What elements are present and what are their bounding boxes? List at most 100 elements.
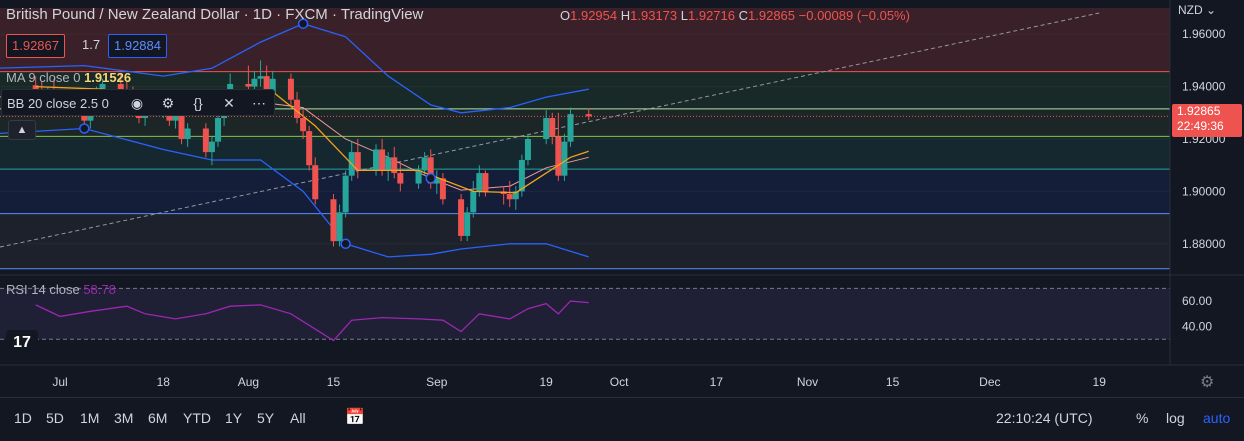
range-button-all[interactable]: All [290, 410, 306, 426]
symbol-title[interactable]: British Pound / New Zealand Dollar · 1D … [6, 6, 424, 23]
time-tick-label: Nov [797, 375, 818, 389]
candle-body [354, 152, 361, 171]
candle [287, 73, 294, 108]
candle-body [543, 118, 550, 139]
candle-body [257, 76, 264, 79]
range-button-1m[interactable]: 1M [80, 410, 100, 426]
ohlc-low-label: L [680, 8, 688, 23]
candle [549, 112, 556, 145]
time-tick-label: 15 [327, 375, 341, 389]
candle [294, 91, 301, 124]
candle-body [585, 114, 592, 117]
candle [208, 136, 215, 166]
candle-body [415, 170, 422, 184]
candle [518, 154, 525, 197]
chevron-up-icon: ▲ [16, 124, 28, 136]
candle-body [251, 78, 258, 87]
currency-selector[interactable]: NZD ⌄ [1178, 3, 1216, 17]
rsi-legend-value: 58.78 [83, 282, 116, 297]
time-tick-label: Oct [610, 375, 629, 389]
candle-body [421, 157, 428, 171]
spread-value: 1.7 [82, 37, 101, 52]
range-button-ytd[interactable]: YTD [183, 410, 211, 426]
auto-toggle[interactable]: auto [1203, 410, 1231, 426]
candle [354, 139, 361, 179]
candle [391, 146, 398, 179]
candle-body [184, 128, 191, 139]
candle-body [215, 118, 222, 142]
candle-body [482, 173, 489, 192]
time-tick-label: Jul [52, 375, 67, 389]
bb-legend-label: BB 20 close 2.5 0 [7, 96, 109, 111]
time-tick-label: Aug [238, 375, 259, 389]
settings-icon[interactable]: ⚙ [161, 95, 175, 111]
ohlc-low: 1.92716 [688, 8, 735, 23]
collapse-legend-button[interactable]: ▲ [8, 120, 36, 140]
candle-body [99, 83, 106, 92]
candle [379, 139, 386, 176]
candle [184, 123, 191, 147]
gear-icon[interactable]: ⚙ [1200, 374, 1215, 391]
candle-body [512, 191, 519, 200]
candle-body [385, 157, 392, 171]
rsi-line [35, 300, 589, 342]
candle-body [555, 136, 562, 176]
candle-body [342, 175, 349, 213]
candle-body [172, 112, 179, 121]
log-toggle[interactable]: log [1166, 410, 1185, 426]
candle [512, 186, 519, 210]
percent-toggle[interactable]: % [1136, 410, 1149, 426]
ohlc-change: −0.00089 (−0.05%) [798, 8, 910, 23]
chevron-down-icon: ⌄ [1206, 3, 1217, 17]
candle-body [397, 173, 404, 184]
tradingview-logo[interactable]: 17 [6, 330, 38, 356]
candle [470, 180, 477, 218]
time-tick-label: 19 [540, 375, 554, 389]
range-button-5d[interactable]: 5D [46, 410, 64, 426]
close-icon[interactable]: ✕ [223, 95, 235, 111]
candle-body [439, 178, 446, 200]
sell-button[interactable]: 1.92867 [6, 34, 65, 58]
chart-canvas[interactable]: 1.880001.900001.920001.940001.9600040.00… [0, 0, 1244, 397]
candle-body [336, 212, 343, 242]
candle [421, 152, 428, 176]
candle [385, 152, 392, 181]
eye-icon[interactable]: ◉ [130, 95, 144, 111]
current-price-tag: 1.92865 22:49:36 [1172, 104, 1242, 137]
candle [415, 165, 422, 189]
ma-legend[interactable]: MA 9 close 0 1.91526 [6, 70, 131, 85]
candle [215, 112, 222, 147]
rsi-legend[interactable]: RSI 14 close 58.78 [6, 282, 116, 297]
time-tick-label: 19 [1093, 375, 1107, 389]
calendar-icon[interactable]: 📅 [345, 409, 365, 426]
candle-body [561, 141, 568, 176]
ohlc-close: 1.92865 [748, 8, 796, 23]
candle-body [178, 112, 185, 139]
drawing-anchor-point [297, 18, 309, 29]
more-icon[interactable]: ⋯ [252, 95, 266, 111]
candle [330, 194, 337, 247]
candle-body [524, 139, 531, 160]
source-code-icon[interactable]: {} [193, 95, 203, 111]
range-button-1d[interactable]: 1D [14, 410, 32, 426]
candle-body [567, 114, 574, 142]
candle [336, 204, 343, 247]
range-button-5y[interactable]: 5Y [257, 410, 275, 426]
bb-upper-line [0, 23, 589, 114]
candle-body [518, 159, 525, 192]
candle [555, 112, 562, 181]
range-button-3m[interactable]: 3M [114, 410, 134, 426]
candle-body [464, 212, 471, 236]
utc-clock[interactable]: 22:10:24 (UTC) [996, 410, 1093, 426]
range-button-1y[interactable]: 1Y [225, 410, 243, 426]
rsi-tick-label: 40.00 [1182, 320, 1212, 334]
candle-body [263, 76, 270, 95]
candle [439, 173, 446, 205]
current-price-value: 1.92865 [1177, 104, 1221, 118]
range-button-6m[interactable]: 6M [148, 410, 168, 426]
candle-body [269, 78, 276, 95]
bb-legend[interactable]: BB 20 close 2.5 0 ◉ ⚙ {} ✕ ⋯ [1, 89, 275, 116]
buy-button[interactable]: 1.92884 [108, 34, 167, 58]
candle-body [458, 199, 465, 236]
